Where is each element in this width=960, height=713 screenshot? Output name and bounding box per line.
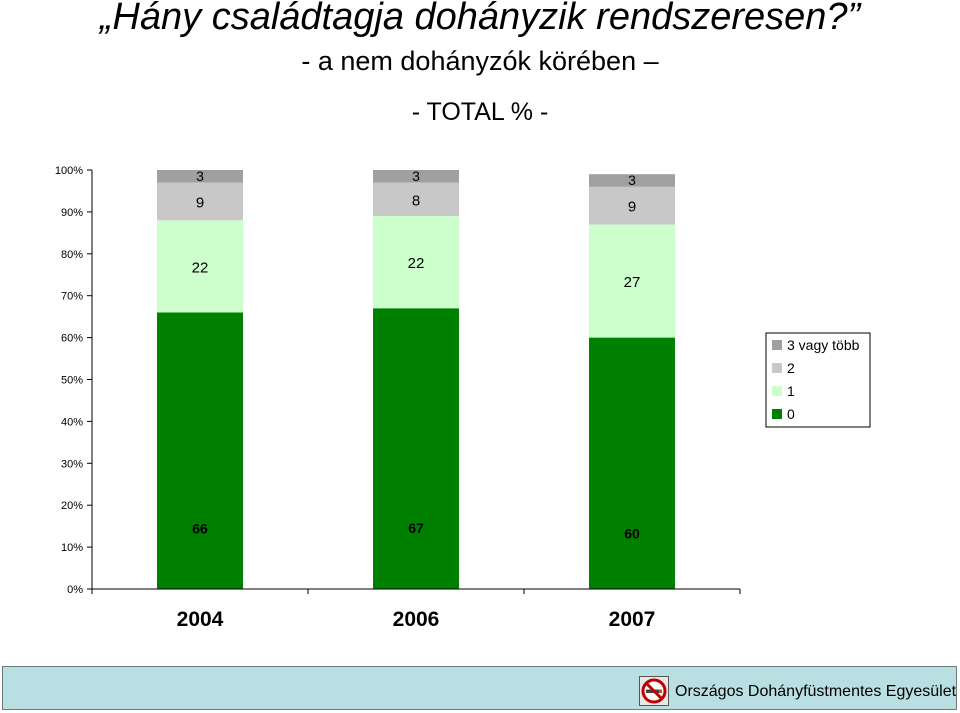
y-tick-label: 70% (61, 291, 83, 303)
legend-label: 0 (787, 406, 795, 422)
bar-segment (589, 337, 675, 589)
data-label: 9 (628, 199, 636, 216)
x-tick-label: 2006 (393, 608, 440, 631)
y-tick-label: 100% (55, 165, 83, 177)
bar-segment (373, 182, 459, 217)
data-label: 60 (624, 526, 640, 542)
y-tick-label: 30% (61, 458, 83, 470)
bar-segment (589, 186, 675, 225)
chart-subtitle-total: - TOTAL % - (411, 98, 549, 126)
bar-segment (373, 308, 459, 589)
x-axis: 2004 2006 2007 (91, 588, 741, 631)
no-smoking-icon (639, 676, 669, 706)
data-label: 3 (196, 168, 204, 184)
stacked-bar-chart: 0% 10% 20% 30% 40% 50% 60% 70% 80% 90% 100% 66 22 9 3… (55, 165, 871, 631)
data-label: 8 (412, 192, 420, 209)
y-tick-label: 60% (61, 333, 83, 345)
chart-subtitle: - a nem dohányzók körében – (301, 46, 659, 76)
data-label: 27 (624, 274, 641, 291)
legend-label: 2 (787, 360, 795, 376)
legend-swatch (772, 409, 782, 419)
x-tick-label: 2004 (177, 608, 224, 631)
y-tick-label: 80% (61, 249, 83, 261)
footer-org-name: Országos Dohányfüstmentes Egyesület (675, 683, 957, 700)
bar-segment (373, 170, 459, 183)
bar-segment (157, 220, 243, 313)
data-label: 3 (628, 172, 636, 188)
bars: 66 22 9 3 67 22 8 3 60 27 9 3 (157, 168, 675, 589)
y-tick-label: 10% (61, 542, 83, 554)
legend: 3 vagy több 2 1 0 (765, 332, 871, 428)
data-label: 66 (192, 521, 208, 537)
data-label: 22 (192, 259, 209, 276)
legend-label: 1 (787, 383, 795, 399)
y-tick-label: 20% (61, 500, 83, 512)
bar-segment (589, 174, 675, 187)
legend-box (765, 332, 871, 428)
data-label: 3 (412, 168, 420, 184)
bar-segment (157, 170, 243, 183)
legend-swatch (772, 386, 782, 396)
y-tick-label: 40% (61, 416, 83, 428)
footer-bar: Országos Dohányfüstmentes Egyesület (2, 666, 957, 710)
y-tick-label: 0% (67, 584, 83, 596)
bar-segment (157, 182, 243, 221)
y-axis: 0% 10% 20% 30% 40% 50% 60% 70% 80% 90% 100% (55, 165, 93, 596)
bar-segment (373, 216, 459, 309)
data-label: 9 (196, 194, 204, 211)
chart-title: „Hány családtagja dohányzik rendszeresen… (99, 0, 861, 38)
bar-segment (589, 224, 675, 338)
legend-swatch (772, 340, 782, 350)
data-label: 22 (408, 255, 425, 272)
y-tick-label: 50% (61, 375, 83, 387)
bar-segment (157, 312, 243, 589)
legend-swatch (772, 363, 782, 373)
legend-label: 3 vagy több (787, 337, 860, 353)
data-label: 67 (408, 520, 424, 536)
x-tick-label: 2007 (609, 608, 656, 631)
y-tick-label: 90% (61, 207, 83, 219)
